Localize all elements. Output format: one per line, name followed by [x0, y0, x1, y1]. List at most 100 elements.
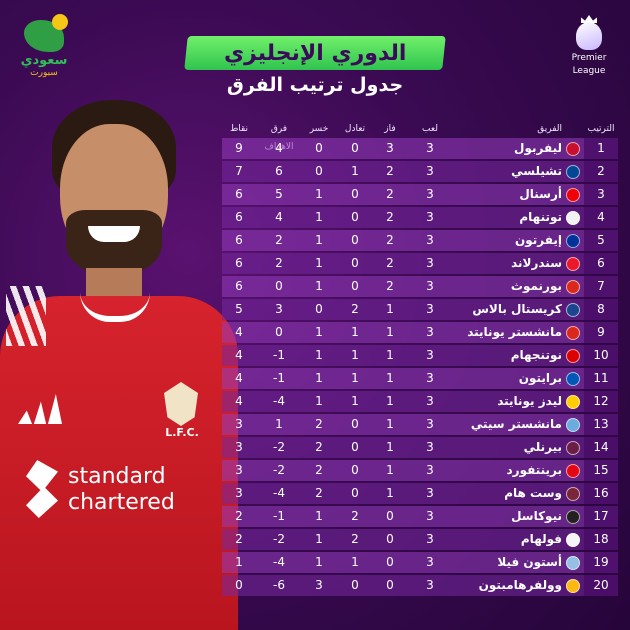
table-row: 6 4 1 0 2 3 توتنهام 4: [222, 207, 618, 228]
team-badge-icon: [564, 230, 580, 251]
cell-team-name: نوتنجهام: [510, 348, 562, 362]
cell-won: 3: [386, 141, 394, 155]
cell-lost: 1: [315, 348, 323, 362]
cell-won: 1: [386, 440, 394, 454]
cell-team-name: تشيلسي: [511, 164, 562, 178]
cell-goal-difference: 3: [275, 302, 283, 316]
cell-team-name: ليدز يونايتد: [497, 394, 562, 408]
cell-drawn: 0: [351, 486, 359, 500]
cell-lost: 3: [315, 578, 323, 592]
row-background: [222, 299, 618, 320]
team-badge-icon: [564, 506, 580, 527]
cell-rank: 16: [593, 486, 609, 500]
cell-drawn: 0: [351, 440, 359, 454]
cell-drawn: 0: [351, 210, 359, 224]
cell-drawn: 0: [351, 233, 359, 247]
table-row: 0 -6 3 0 0 3 وولفرهامبتون 20: [222, 575, 618, 596]
table-row: 6 2 1 0 2 3 إيفرتون 5: [222, 230, 618, 251]
cell-points: 3: [235, 486, 243, 500]
cell-points: 5: [235, 302, 243, 316]
row-background: [222, 322, 618, 343]
team-badge-icon: [564, 552, 580, 573]
cell-lost: 1: [315, 279, 323, 293]
cell-lost: 0: [315, 302, 323, 316]
cell-goal-difference: -1: [273, 371, 285, 385]
cell-points: 7: [235, 164, 243, 178]
brand-left-line1: سعودي: [20, 53, 68, 68]
cell-played: 3: [426, 371, 434, 385]
team-badge-icon: [564, 529, 580, 550]
table-row: 9 4 0 0 3 3 ليفربول 1: [222, 138, 618, 159]
cell-points: 6: [235, 210, 243, 224]
cell-goal-difference: -2: [273, 440, 285, 454]
header-drawn: تعادل: [344, 124, 366, 134]
cell-goal-difference: -2: [273, 463, 285, 477]
saudi-map-icon: [24, 14, 68, 52]
cell-rank: 5: [597, 233, 605, 247]
cell-played: 3: [426, 210, 434, 224]
brand-right-line2: League: [572, 66, 606, 76]
cell-goal-difference: -6: [273, 578, 285, 592]
cell-rank: 4: [597, 210, 605, 224]
cell-played: 3: [426, 463, 434, 477]
cell-lost: 2: [315, 486, 323, 500]
premier-league-logo: Premier League: [564, 15, 614, 76]
cell-team-name: برايتون: [518, 371, 562, 385]
team-badge-icon: [564, 207, 580, 228]
cell-rank: 10: [593, 348, 609, 362]
cell-team-name: ليفربول: [514, 141, 562, 155]
cell-goal-difference: -4: [273, 486, 285, 500]
row-background: [222, 414, 618, 435]
rank-box: [584, 253, 618, 274]
cell-team-name: وولفرهامبتون: [478, 578, 562, 592]
rank-box: [584, 207, 618, 228]
row-background: [222, 230, 618, 251]
team-badge-icon: [564, 414, 580, 435]
cell-rank: 2: [597, 164, 605, 178]
row-background: [222, 529, 618, 550]
cell-lost: 1: [315, 509, 323, 523]
cell-rank: 9: [597, 325, 605, 339]
row-background: [222, 184, 618, 205]
row-background: [222, 391, 618, 412]
table-row: 3 -2 2 0 1 3 برينتفورد 15: [222, 460, 618, 481]
cell-won: 2: [386, 233, 394, 247]
row-background: [222, 276, 618, 297]
cell-won: 2: [386, 187, 394, 201]
table-row: 3 -2 2 0 1 3 بيرنلي 14: [222, 437, 618, 458]
cell-team-name: بورنموث: [510, 279, 562, 293]
cell-rank: 17: [593, 509, 609, 523]
cell-lost: 2: [315, 440, 323, 454]
header-points: نقاط: [229, 124, 249, 134]
row-background: [222, 207, 618, 228]
cell-drawn: 1: [351, 325, 359, 339]
cell-team-name: أستون فيلا: [497, 555, 562, 569]
cell-drawn: 0: [351, 417, 359, 431]
cell-goal-difference: -1: [273, 509, 285, 523]
rank-box: [584, 575, 618, 596]
table-row: 4 0 1 1 1 3 مانشستر يونايتد 9: [222, 322, 618, 343]
cell-goal-difference: -2: [273, 532, 285, 546]
cell-points: 6: [235, 279, 243, 293]
cell-lost: 1: [315, 256, 323, 270]
rank-box: [584, 552, 618, 573]
table-row: 3 1 2 0 1 3 مانشستر سيتي 13: [222, 414, 618, 435]
cell-drawn: 0: [351, 279, 359, 293]
liverbird-crest-icon: [164, 382, 198, 426]
player-beard: [66, 210, 162, 276]
cell-drawn: 1: [351, 164, 359, 178]
rank-box: [584, 322, 618, 343]
cell-team-name: أرسنال: [519, 187, 562, 201]
cell-won: 2: [386, 256, 394, 270]
row-background: [222, 253, 618, 274]
rank-box: [584, 414, 618, 435]
row-background: [222, 345, 618, 366]
team-badge-icon: [564, 184, 580, 205]
cell-won: 2: [386, 279, 394, 293]
ball-icon: [52, 14, 68, 30]
cell-points: 1: [235, 555, 243, 569]
cell-rank: 3: [597, 187, 605, 201]
brand-right-line1: Premier: [571, 53, 607, 63]
cell-played: 3: [426, 486, 434, 500]
cell-rank: 20: [593, 578, 609, 592]
